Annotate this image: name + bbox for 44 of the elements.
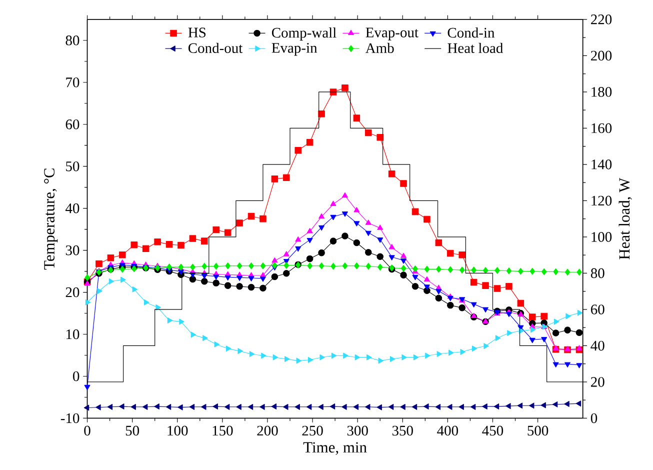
legend-label: HS (188, 28, 206, 38)
x-tick-label: 150 (212, 426, 233, 436)
y-tick-label: 30 (66, 246, 80, 256)
x-tick-label: 300 (347, 426, 368, 436)
x-axis-title: Time, min (303, 442, 367, 455)
legend-label: Amb (365, 43, 394, 54)
x-tick-label: 500 (528, 426, 548, 436)
y2-tick-label: 200 (591, 50, 612, 61)
y-axis-title: Temperature, °C (44, 168, 58, 270)
y-tick-label: 80 (66, 36, 80, 46)
legend-label: Evap-out (366, 28, 418, 40)
y-tick-label: 20 (66, 288, 80, 298)
y2-tick-label: 100 (592, 232, 612, 242)
x-tick-label: 400 (437, 426, 458, 436)
legend-label: Cond-out (188, 43, 243, 54)
y2-axis-title: Heat load, W (618, 178, 632, 260)
x-tick-label: 450 (482, 426, 504, 436)
legend-label: Evap-in (272, 43, 318, 56)
x-tick-label: 100 (168, 426, 188, 436)
y2-tick-label: 60 (591, 304, 604, 315)
x-tick-label: 350 (392, 426, 413, 436)
y-tick-label: -10 (60, 414, 80, 424)
y2-tick-label: 140 (592, 160, 612, 170)
y2-tick-label: 80 (590, 268, 604, 278)
x-tick-label: 50 (126, 426, 140, 436)
x-tick-label: 200 (257, 426, 278, 436)
x-tick-label: 0 (84, 426, 90, 436)
y-tick-label: 0 (73, 372, 80, 382)
y2-tick-label: 20 (591, 377, 604, 388)
y2-tick-label: 180 (592, 87, 612, 97)
y-tick-label: 40 (66, 204, 80, 214)
y-tick-label: 60 (66, 120, 80, 130)
x-tick-label: 250 (302, 426, 323, 436)
y-tick-label: 10 (66, 330, 80, 340)
y-tick-label: 70 (66, 78, 80, 88)
y2-tick-label: 120 (592, 196, 612, 206)
y2-tick-label: 220 (591, 14, 612, 24)
y2-tick-label: 0 (590, 414, 598, 424)
y-tick-label: 50 (66, 162, 80, 172)
legend-label: Cond-in (448, 28, 495, 38)
legend-label: Comp-wall (272, 28, 336, 41)
y2-tick-label: 160 (592, 123, 612, 134)
y2-tick-label: 40 (590, 340, 604, 351)
legend-label: Heat load (448, 43, 504, 54)
